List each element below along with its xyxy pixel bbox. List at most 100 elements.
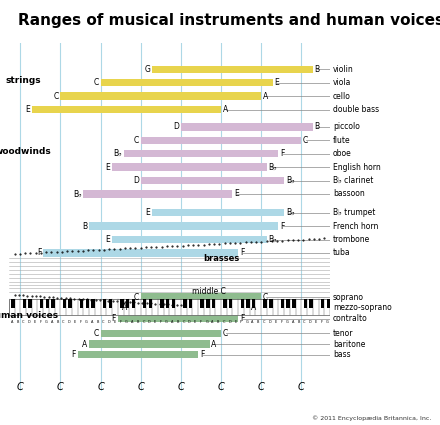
FancyBboxPatch shape — [152, 209, 284, 216]
Text: F: F — [160, 320, 162, 324]
Text: E: E — [154, 320, 156, 324]
Text: C: C — [53, 92, 59, 101]
FancyBboxPatch shape — [51, 298, 55, 308]
Text: E: E — [106, 235, 110, 244]
FancyBboxPatch shape — [286, 298, 290, 308]
Text: C: C — [263, 293, 268, 302]
Text: A: A — [251, 320, 254, 324]
Text: tuba: tuba — [333, 249, 351, 258]
Text: G: G — [205, 320, 208, 324]
Text: F: F — [280, 221, 285, 231]
Text: violin: violin — [333, 65, 354, 74]
Text: F: F — [240, 249, 244, 258]
Text: D: D — [27, 320, 30, 324]
Text: G: G — [45, 320, 48, 324]
Text: D: D — [268, 320, 271, 324]
FancyBboxPatch shape — [40, 298, 43, 308]
Text: French horn: French horn — [333, 221, 378, 231]
Text: C: C — [223, 320, 225, 324]
Text: B: B — [297, 320, 300, 324]
Text: B♭: B♭ — [269, 235, 277, 244]
Text: mezzo-soprano: mezzo-soprano — [333, 303, 392, 312]
Text: double bass: double bass — [333, 105, 379, 114]
Text: C: C — [177, 382, 184, 391]
Text: F: F — [240, 320, 242, 324]
FancyBboxPatch shape — [206, 298, 209, 308]
Text: B: B — [315, 65, 319, 74]
Text: © 2011 Encyclopædia Britannica, Inc.: © 2011 Encyclopædia Britannica, Inc. — [312, 415, 431, 421]
Text: English horn: English horn — [333, 163, 381, 172]
Text: tenor: tenor — [333, 329, 353, 338]
Text: B♭: B♭ — [113, 149, 122, 158]
FancyBboxPatch shape — [101, 330, 221, 337]
Text: C: C — [57, 382, 64, 391]
FancyBboxPatch shape — [321, 298, 324, 308]
Text: A: A — [11, 320, 13, 324]
Text: E: E — [114, 320, 116, 324]
Text: B: B — [56, 320, 59, 324]
Text: bass: bass — [333, 350, 351, 359]
Text: F: F — [320, 320, 323, 324]
FancyBboxPatch shape — [43, 249, 238, 257]
Text: D: D — [308, 320, 312, 324]
Text: C: C — [17, 382, 24, 391]
Text: E: E — [275, 78, 279, 87]
FancyBboxPatch shape — [304, 298, 307, 308]
Text: C: C — [94, 78, 99, 87]
Text: C: C — [303, 320, 305, 324]
FancyBboxPatch shape — [101, 79, 273, 86]
Text: contralto: contralto — [333, 314, 367, 323]
Text: D: D — [133, 176, 139, 185]
FancyBboxPatch shape — [124, 150, 279, 157]
FancyBboxPatch shape — [112, 164, 267, 171]
FancyBboxPatch shape — [152, 65, 313, 73]
Text: G: G — [85, 320, 88, 324]
Text: piccolo: piccolo — [333, 122, 360, 131]
Text: A: A — [263, 92, 268, 101]
Text: B♭: B♭ — [269, 163, 277, 172]
Text: A: A — [91, 320, 93, 324]
Text: G: G — [145, 65, 150, 74]
FancyBboxPatch shape — [103, 298, 106, 308]
FancyBboxPatch shape — [132, 298, 135, 308]
FancyBboxPatch shape — [141, 137, 301, 144]
Text: E: E — [315, 320, 317, 324]
Text: G: G — [165, 320, 168, 324]
FancyBboxPatch shape — [92, 298, 95, 308]
Text: woodwinds: woodwinds — [0, 147, 51, 156]
Text: oboe: oboe — [333, 149, 352, 158]
FancyBboxPatch shape — [141, 177, 284, 184]
FancyBboxPatch shape — [141, 294, 261, 301]
Text: F: F — [280, 149, 285, 158]
Text: B: B — [257, 320, 260, 324]
Text: B: B — [315, 122, 319, 131]
FancyBboxPatch shape — [166, 298, 169, 308]
Text: cello: cello — [333, 92, 351, 101]
Text: A: A — [223, 105, 228, 114]
FancyBboxPatch shape — [229, 298, 232, 308]
FancyBboxPatch shape — [80, 298, 83, 308]
Text: D: D — [173, 122, 179, 131]
Text: D: D — [228, 320, 231, 324]
FancyBboxPatch shape — [89, 340, 209, 348]
FancyBboxPatch shape — [200, 298, 204, 308]
Text: soprano: soprano — [333, 293, 364, 302]
Text: trombone: trombone — [333, 235, 370, 244]
FancyBboxPatch shape — [252, 298, 256, 308]
FancyBboxPatch shape — [126, 298, 129, 308]
Text: brasses: brasses — [203, 254, 239, 263]
FancyBboxPatch shape — [241, 298, 244, 308]
Text: G: G — [326, 320, 329, 324]
FancyBboxPatch shape — [83, 190, 232, 198]
FancyBboxPatch shape — [120, 298, 124, 308]
FancyBboxPatch shape — [181, 123, 313, 130]
FancyBboxPatch shape — [309, 298, 313, 308]
Text: A: A — [211, 340, 216, 348]
FancyBboxPatch shape — [22, 298, 26, 308]
Text: E: E — [194, 320, 196, 324]
Text: C: C — [134, 136, 139, 145]
Text: Ranges of musical instruments and human voices: Ranges of musical instruments and human … — [18, 13, 440, 28]
Text: F: F — [200, 320, 202, 324]
Text: C: C — [183, 320, 185, 324]
Text: C: C — [102, 320, 105, 324]
